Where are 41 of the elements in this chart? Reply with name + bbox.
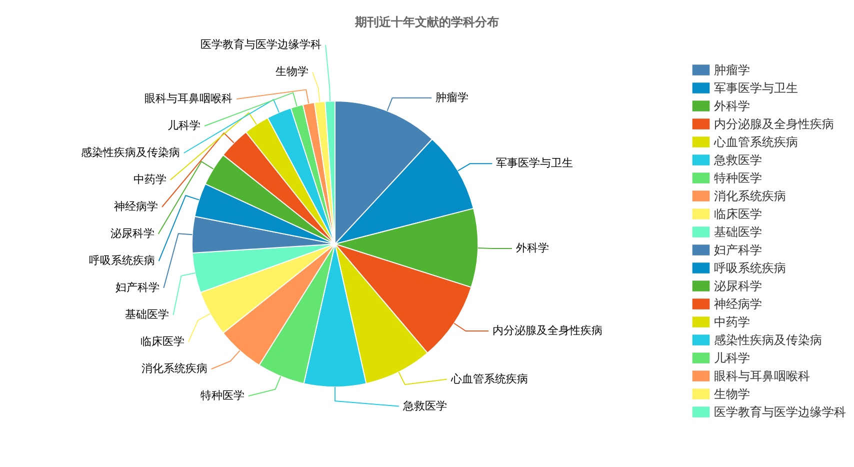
slice-label: 心血管系统疾病 — [450, 372, 528, 386]
legend-label: 眼科与耳鼻咽喉科 — [714, 369, 810, 383]
slice-label: 泌尿科学 — [110, 227, 154, 240]
slice-label: 妇产科学 — [116, 281, 160, 294]
legend-label: 医学教育与医学边缘学科 — [714, 405, 846, 419]
slice-label: 感染性疾病及传染病 — [80, 146, 180, 159]
slice-label: 呼吸系统疾病 — [88, 254, 155, 267]
slice-label: 医学教育与医学边缘学科 — [200, 38, 322, 51]
legend-label: 泌尿科学 — [714, 279, 762, 293]
legend-label: 军事医学与卫生 — [714, 81, 798, 95]
chart-title: 期刊近十年文献的学科分布 — [354, 15, 499, 29]
slice-label: 急救医学 — [402, 399, 447, 412]
slice-label: 儿科学 — [167, 119, 200, 132]
slice-label: 眼科与耳鼻咽喉科 — [144, 92, 233, 105]
legend-label: 基础医学 — [714, 225, 762, 239]
slice-label: 外科学 — [516, 241, 549, 254]
slice-label: 临床医学 — [140, 335, 184, 348]
legend-label: 儿科学 — [714, 351, 750, 365]
slice-label: 消化系统疾病 — [141, 362, 208, 375]
legend-label: 生物学 — [714, 387, 750, 401]
slice-label: 基础医学 — [125, 308, 170, 321]
legend-label: 妇产科学 — [714, 243, 762, 257]
slice-label: 中药学 — [133, 173, 166, 186]
legend-label: 内分泌腺及全身性疾病 — [714, 117, 834, 131]
legend-label: 感染性疾病及传染病 — [714, 333, 822, 347]
legend-label: 外科学 — [714, 99, 750, 113]
legend-label: 急救医学 — [713, 153, 762, 167]
slice-label: 肿瘤学 — [436, 90, 469, 104]
legend-label: 心血管系统疾病 — [713, 135, 798, 149]
legend-label: 呼吸系统疾病 — [714, 261, 786, 275]
legend-label: 特种医学 — [714, 171, 762, 185]
legend-label: 中药学 — [714, 315, 750, 329]
slice-label: 军事医学与卫生 — [496, 156, 574, 170]
slice-label: 特种医学 — [200, 389, 244, 402]
slice-label: 神经病学 — [114, 200, 158, 213]
legend-label: 消化系统疾病 — [714, 189, 786, 203]
slice-label: 生物学 — [275, 65, 308, 78]
legend-label: 神经病学 — [714, 297, 762, 311]
slice-label: 内分泌腺及全身性疾病 — [492, 324, 603, 338]
legend-label: 临床医学 — [714, 207, 762, 221]
legend-label: 肿瘤学 — [714, 63, 750, 77]
